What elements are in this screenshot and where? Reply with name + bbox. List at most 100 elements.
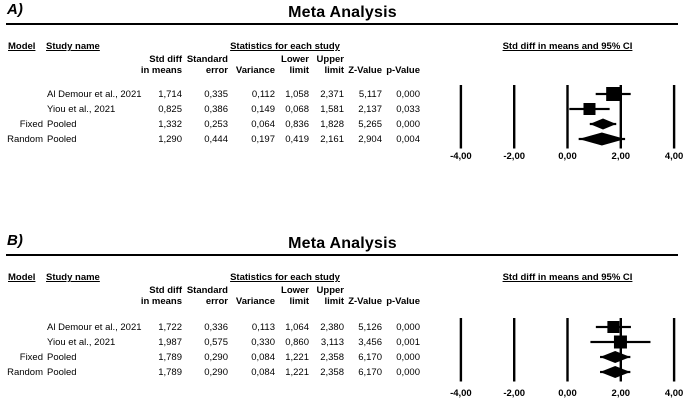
column-header-upper-limit: Upper limit (316, 285, 344, 307)
cell-value: 0,084 (251, 352, 275, 363)
axis-gridline (672, 85, 676, 149)
cell-value: 1,221 (285, 352, 309, 363)
table-row: Random Pooled 1,290 0,444 0,197 0,419 2,161 2,9… (0, 134, 440, 146)
cell-value: 0,253 (204, 119, 228, 130)
column-header-std-diff: Std diff in means (140, 54, 182, 76)
column-header-model: Model (8, 272, 36, 283)
column-header-p-value: p-Value (386, 296, 420, 307)
column-header-model: Model (8, 41, 36, 52)
pooled-diamond-marker (600, 351, 631, 363)
forest-plot-area (459, 85, 676, 149)
cell-model: Random (7, 134, 43, 145)
cell-value: 2,371 (320, 89, 344, 100)
cell-value: 0,113 (251, 322, 275, 333)
axis-tick-label: -4,00 (450, 388, 472, 399)
stats-group-header: Statistics for each study (230, 272, 340, 283)
cell-study-name: Pooled (47, 352, 77, 363)
cell-study-name: Yiou et al., 2021 (47, 104, 116, 115)
axis-tick-label: 2,00 (611, 151, 631, 162)
cell-value: 5,117 (358, 89, 382, 100)
cell-value: 5,126 (358, 322, 382, 333)
cell-value: 0,290 (204, 367, 228, 378)
axis-tick-label: 2,00 (611, 388, 631, 399)
cell-value: 1,714 (158, 89, 182, 100)
cell-value: 0,335 (204, 89, 228, 100)
column-header-variance: Variance (235, 296, 275, 307)
cell-value: 0,825 (158, 104, 182, 115)
cell-value: 0,860 (285, 337, 309, 348)
panel-a-label: A) (7, 1, 23, 18)
plot-group-header: Std diff in means and 95% CI (502, 41, 633, 52)
cell-value: 1,581 (320, 104, 344, 115)
cell-study-name: Pooled (47, 134, 77, 145)
cell-study-name: Al Demour et al., 2021 (47, 322, 142, 333)
cell-value: 0,336 (204, 322, 228, 333)
cell-value: 0,004 (396, 134, 420, 145)
axis-gridline (513, 318, 516, 382)
panel-b: B) Meta Analysis Model Study name Statis… (0, 231, 685, 400)
cell-value: 1,987 (158, 337, 182, 348)
study-square-marker (583, 103, 596, 115)
cell-value: 1,290 (158, 134, 182, 145)
cell-value: 1,722 (158, 322, 182, 333)
table-row: Al Demour et al., 2021 1,714 0,335 0,112 1,0… (0, 89, 440, 101)
cell-value: 0,290 (204, 352, 228, 363)
pooled-diamond-marker (600, 366, 631, 378)
axis-tick-label: 0,00 (558, 388, 577, 399)
cell-value: 6,170 (358, 367, 382, 378)
axis-tick-label: -2,00 (503, 151, 526, 162)
column-header-lower-limit: Lower limit (281, 54, 309, 76)
table-row: Random Pooled 1,789 0,290 0,084 1,221 2,358 6,1… (0, 367, 440, 379)
table-row: Yiou et al., 2021 1,987 0,575 0,330 0,860 3,1… (0, 337, 440, 349)
title-divider-line (6, 23, 678, 26)
cell-value: 0,419 (285, 134, 309, 145)
table-row: Fixed Pooled 1,789 0,290 0,084 1,221 2,358 6,17… (0, 352, 440, 364)
axis-gridline (672, 318, 676, 382)
cell-value: 0,575 (204, 337, 228, 348)
plot-group-header: Std diff in means and 95% CI (502, 272, 633, 283)
axis-tick-label: -4,00 (450, 151, 472, 162)
cell-value: 0,149 (251, 104, 275, 115)
axis-tick-label: 0,00 (558, 151, 577, 162)
column-header-standard-error: Standard error (186, 285, 228, 307)
column-header-upper-limit: Upper limit (316, 54, 344, 76)
column-header-study-name: Study name (46, 41, 100, 52)
cell-value: 1,058 (285, 89, 309, 100)
study-square-marker (607, 321, 620, 333)
cell-value: 2,358 (320, 367, 344, 378)
cell-value: 0,386 (204, 104, 228, 115)
axis-tick-label: -2,00 (503, 388, 526, 399)
study-square-marker (606, 87, 621, 101)
column-header-study-name: Study name (46, 272, 100, 283)
cell-value: 2,358 (320, 352, 344, 363)
axis-gridline (459, 85, 463, 149)
axis-gridline (619, 318, 622, 382)
cell-model: Random (7, 367, 43, 378)
axis-gridline (566, 318, 569, 382)
cell-value: 0,064 (251, 119, 275, 130)
cell-value: 1,332 (158, 119, 182, 130)
cell-value: 0,000 (396, 367, 420, 378)
forest-plot-area (459, 318, 676, 382)
table-row: Al Demour et al., 2021 1,722 0,336 0,113 1,0… (0, 322, 440, 334)
cell-model: Fixed (19, 119, 43, 130)
table-row: Fixed Pooled 1,332 0,253 0,064 0,836 1,828 5,26… (0, 119, 440, 131)
column-header-std-diff: Std diff in means (140, 285, 182, 307)
cell-value: 2,137 (358, 104, 382, 115)
axis-tick-label: 4,00 (664, 151, 684, 162)
cell-value: 3,456 (358, 337, 382, 348)
cell-study-name: Al Demour et al., 2021 (47, 89, 142, 100)
column-header-lower-limit: Lower limit (281, 285, 309, 307)
column-header-standard-error: Standard error (186, 54, 228, 76)
cell-value: 6,170 (358, 352, 382, 363)
cell-value: 0,033 (396, 104, 420, 115)
column-header-z-value: Z-Value (348, 296, 382, 307)
cell-value: 0,001 (396, 337, 420, 348)
cell-value: 1,789 (158, 367, 182, 378)
cell-value: 0,000 (396, 322, 420, 333)
cell-study-name: Pooled (47, 367, 77, 378)
panel-b-title: Meta Analysis (288, 235, 397, 252)
panel-a: A) Meta Analysis Model Study name Statis… (0, 0, 685, 170)
cell-value: 3,113 (320, 337, 344, 348)
